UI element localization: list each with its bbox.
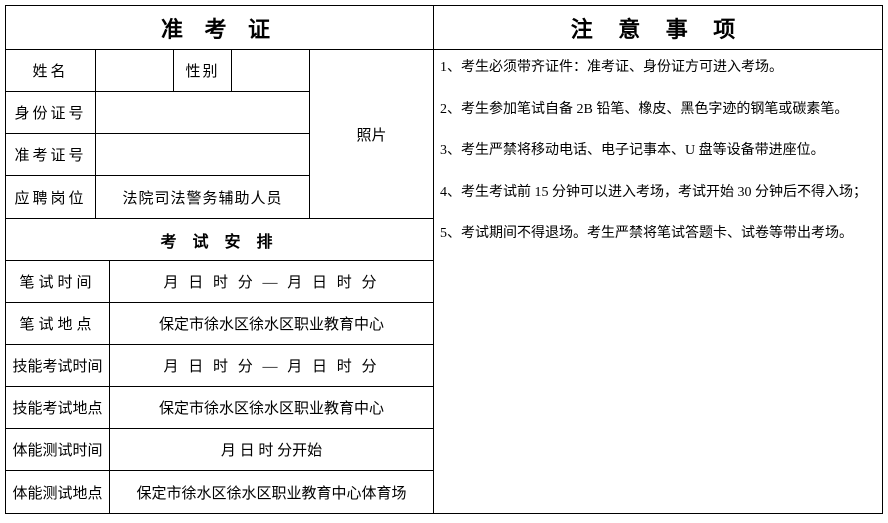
id-number-value [96, 92, 310, 133]
exam-rows-container: 笔试时间月 日 时 分 — 月 日 时 分笔试地点保定市徐水区徐水区职业教育中心… [6, 261, 433, 513]
info-left-column: 姓名 性别 身份证号 准考证号 应聘岗位 法院司法警务辅助人员 [6, 50, 310, 218]
admission-ticket-panel: 准 考 证 姓名 性别 身份证号 准考证号 应聘岗 [6, 6, 434, 513]
id-number-label: 身份证号 [6, 92, 96, 133]
exam-row: 技能考试地点保定市徐水区徐水区职业教育中心 [6, 387, 433, 429]
exam-row: 体能测试地点保定市徐水区徐水区职业教育中心体育场 [6, 471, 433, 513]
info-section-wrapper: 姓名 性别 身份证号 准考证号 应聘岗位 法院司法警务辅助人员 [6, 50, 433, 219]
name-label: 姓名 [6, 50, 96, 91]
exam-row: 体能测试时间月 日 时 分开始 [6, 429, 433, 471]
note-item: 1、考生必须带齐证件：准考证、身份证方可进入考场。 [440, 58, 876, 78]
exam-row: 技能考试时间月 日 时 分 — 月 日 时 分 [6, 345, 433, 387]
exam-row-label: 笔试地点 [6, 303, 110, 344]
exam-row-value: 月 日 时 分 — 月 日 时 分 [110, 345, 433, 386]
exam-row: 笔试地点保定市徐水区徐水区职业教育中心 [6, 303, 433, 345]
exam-number-label: 准考证号 [6, 134, 96, 175]
exam-row-label: 笔试时间 [6, 261, 110, 302]
name-value [96, 50, 174, 91]
photo-cell: 照片 [310, 50, 433, 218]
admission-ticket-title: 准 考 证 [6, 6, 433, 50]
position-row: 应聘岗位 法院司法警务辅助人员 [6, 176, 310, 218]
id-number-row: 身份证号 [6, 92, 310, 134]
note-item: 5、考试期间不得退场。考生严禁将笔试答题卡、试卷等带出考场。 [440, 224, 876, 244]
exam-row-label: 技能考试地点 [6, 387, 110, 428]
position-label: 应聘岗位 [6, 176, 96, 218]
exam-row-label: 体能测试时间 [6, 429, 110, 470]
gender-label: 性别 [174, 50, 232, 91]
exam-row-value: 保定市徐水区徐水区职业教育中心 [110, 387, 433, 428]
notes-title: 注 意 事 项 [434, 6, 882, 50]
exam-row-value: 保定市徐水区徐水区职业教育中心 [110, 303, 433, 344]
gender-value [232, 50, 310, 91]
exam-row-value: 保定市徐水区徐水区职业教育中心体育场 [110, 471, 433, 513]
exam-row-label: 技能考试时间 [6, 345, 110, 386]
exam-row-label: 体能测试地点 [6, 471, 110, 513]
notes-body: 1、考生必须带齐证件：准考证、身份证方可进入考场。 2、考生参加笔试自备 2B 铅… [434, 50, 882, 513]
notes-panel: 注 意 事 项 1、考生必须带齐证件：准考证、身份证方可进入考场。 2、考生参加笔… [434, 6, 882, 513]
exam-row-value: 月 日 时 分开始 [110, 429, 433, 470]
note-item: 4、考生考试前 15 分钟可以进入考场，考试开始 30 分钟后不得入场； [440, 183, 876, 203]
exam-number-value [96, 134, 310, 175]
exam-row: 笔试时间月 日 时 分 — 月 日 时 分 [6, 261, 433, 303]
note-item: 2、考生参加笔试自备 2B 铅笔、橡皮、黑色字迹的钢笔或碳素笔。 [440, 100, 876, 120]
note-item: 3、考生严禁将移动电话、电子记事本、U 盘等设备带进座位。 [440, 141, 876, 161]
exam-number-row: 准考证号 [6, 134, 310, 176]
exam-row-value: 月 日 时 分 — 月 日 时 分 [110, 261, 433, 302]
name-row: 姓名 性别 [6, 50, 310, 92]
info-section: 姓名 性别 身份证号 准考证号 应聘岗位 法院司法警务辅助人员 [6, 50, 433, 218]
exam-arrangement-title: 考 试 安 排 [6, 219, 433, 261]
position-value: 法院司法警务辅助人员 [96, 176, 310, 218]
document-container: 准 考 证 姓名 性别 身份证号 准考证号 应聘岗 [5, 5, 883, 514]
